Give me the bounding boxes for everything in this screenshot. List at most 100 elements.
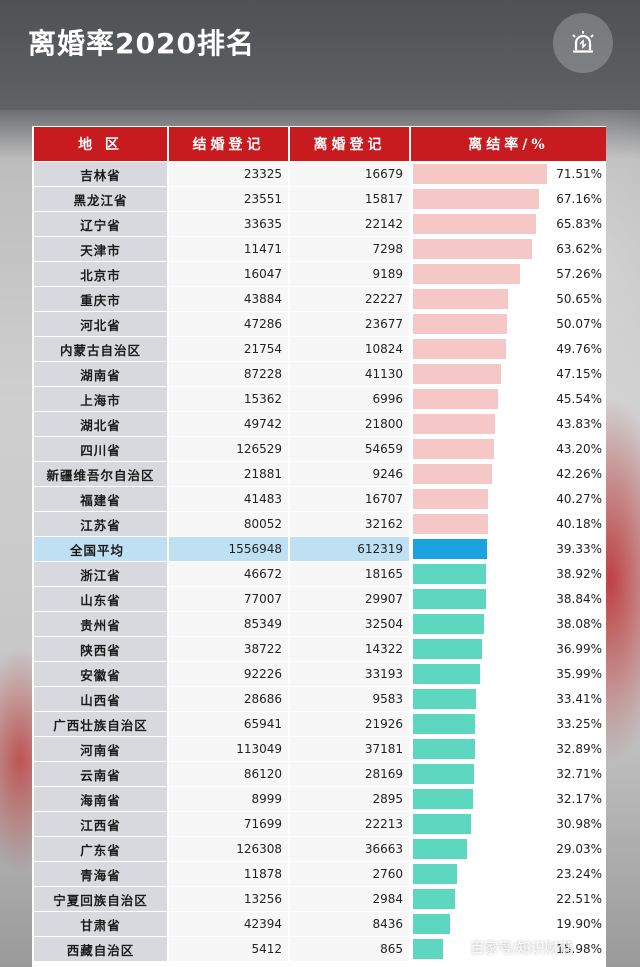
cell-rate: 22.51% (411, 887, 606, 911)
alert-button[interactable] (553, 13, 613, 73)
cell-region: 浙江省 (34, 562, 167, 586)
cell-rate: 30.98% (411, 812, 606, 836)
rate-bar (413, 614, 484, 634)
cell-rate: 50.65% (411, 287, 606, 311)
cell-rate: 40.18% (411, 512, 606, 536)
rate-value: 30.98% (556, 817, 602, 831)
rate-value: 32.89% (556, 742, 602, 756)
table-row-average: 全国平均 1556948 612319 39.33% (34, 537, 606, 561)
cell-divorce: 22227 (290, 287, 409, 311)
rate-value: 33.41% (556, 692, 602, 706)
cell-divorce: 21926 (290, 712, 409, 736)
rate-value: 42.26% (556, 467, 602, 481)
table-row: 江苏省 80052 32162 40.18% (34, 512, 606, 536)
cell-region: 海南省 (34, 787, 167, 811)
table-row: 山东省 77007 29907 38.84% (34, 587, 606, 611)
cell-divorce: 29907 (290, 587, 409, 611)
cell-rate: 63.62% (411, 237, 606, 261)
cell-marriage: 46672 (169, 562, 288, 586)
cell-divorce: 8436 (290, 912, 409, 936)
cell-rate: 45.54% (411, 387, 606, 411)
rate-value: 39.33% (556, 542, 602, 556)
cell-marriage: 71699 (169, 812, 288, 836)
cell-marriage: 8999 (169, 787, 288, 811)
rate-bar (413, 789, 473, 809)
column-header-region: 地 区 (34, 127, 167, 161)
rate-value: 65.83% (556, 217, 602, 231)
rate-bar (413, 514, 488, 534)
rate-bar (413, 289, 508, 309)
cell-divorce: 9189 (290, 262, 409, 286)
rate-bar (413, 914, 450, 934)
cell-rate: 39.33% (411, 537, 606, 561)
rate-bar (413, 214, 536, 234)
rate-value: 33.25% (556, 717, 602, 731)
cell-marriage: 23551 (169, 187, 288, 211)
cell-divorce: 28169 (290, 762, 409, 786)
rate-bar (413, 589, 486, 609)
table-row: 西藏自治区 5412 865 15.98% (34, 937, 606, 961)
cell-rate: 32.71% (411, 762, 606, 786)
rate-value: 57.26% (556, 267, 602, 281)
rate-value: 43.83% (556, 417, 602, 431)
rate-bar (413, 939, 443, 959)
cell-marriage: 21754 (169, 337, 288, 361)
cell-region: 山东省 (34, 587, 167, 611)
rate-bar (413, 439, 494, 459)
table-row: 甘肃省 42394 8436 19.90% (34, 912, 606, 936)
cell-region: 全国平均 (34, 537, 167, 561)
rate-value: 32.17% (556, 792, 602, 806)
cell-marriage: 11878 (169, 862, 288, 886)
cell-region: 吉林省 (34, 162, 167, 186)
cell-marriage: 86120 (169, 762, 288, 786)
cell-marriage: 43884 (169, 287, 288, 311)
cell-divorce: 15817 (290, 187, 409, 211)
cell-marriage: 1556948 (169, 537, 288, 561)
table-row: 四川省 126529 54659 43.20% (34, 437, 606, 461)
cell-rate: 35.99% (411, 662, 606, 686)
cell-divorce: 2895 (290, 787, 409, 811)
cell-region: 福建省 (34, 487, 167, 511)
cell-rate: 33.25% (411, 712, 606, 736)
rate-value: 49.76% (556, 342, 602, 356)
cell-rate: 50.07% (411, 312, 606, 336)
rate-bar (413, 664, 480, 684)
cell-marriage: 77007 (169, 587, 288, 611)
column-header-marriage: 结婚登记 (169, 127, 288, 161)
rate-bar (413, 739, 475, 759)
rate-value: 38.84% (556, 592, 602, 606)
cell-marriage: 41483 (169, 487, 288, 511)
table-row: 青海省 11878 2760 23.24% (34, 862, 606, 886)
cell-marriage: 33635 (169, 212, 288, 236)
cell-rate: 38.84% (411, 587, 606, 611)
column-header-divorce: 离婚登记 (290, 127, 409, 161)
divorce-rate-table: 地 区 结婚登记 离婚登记 离结率/% 吉林省 23325 16679 71.51% 黑… (32, 126, 606, 962)
cell-divorce: 865 (290, 937, 409, 961)
table-row: 福建省 41483 16707 40.27% (34, 487, 606, 511)
rate-bar (413, 889, 455, 909)
cell-rate: 32.89% (411, 737, 606, 761)
cell-region: 天津市 (34, 237, 167, 261)
cell-divorce: 33193 (290, 662, 409, 686)
cell-region: 四川省 (34, 437, 167, 461)
cell-divorce: 2984 (290, 887, 409, 911)
cell-marriage: 113049 (169, 737, 288, 761)
cell-rate: 65.83% (411, 212, 606, 236)
cell-marriage: 42394 (169, 912, 288, 936)
cell-region: 内蒙古自治区 (34, 337, 167, 361)
cell-divorce: 18165 (290, 562, 409, 586)
table-row: 河北省 47286 23677 50.07% (34, 312, 606, 336)
rate-bar (413, 489, 488, 509)
rate-value: 15.98% (556, 942, 602, 956)
cell-divorce: 41130 (290, 362, 409, 386)
cell-marriage: 15362 (169, 387, 288, 411)
cell-rate: 43.20% (411, 437, 606, 461)
cell-divorce: 22142 (290, 212, 409, 236)
cell-divorce: 6996 (290, 387, 409, 411)
cell-rate: 32.17% (411, 787, 606, 811)
watermark: 百家号/知识财健 (470, 941, 573, 957)
cell-marriage: 126308 (169, 837, 288, 861)
cell-marriage: 5412 (169, 937, 288, 961)
cell-divorce: 16707 (290, 487, 409, 511)
cell-divorce: 21800 (290, 412, 409, 436)
